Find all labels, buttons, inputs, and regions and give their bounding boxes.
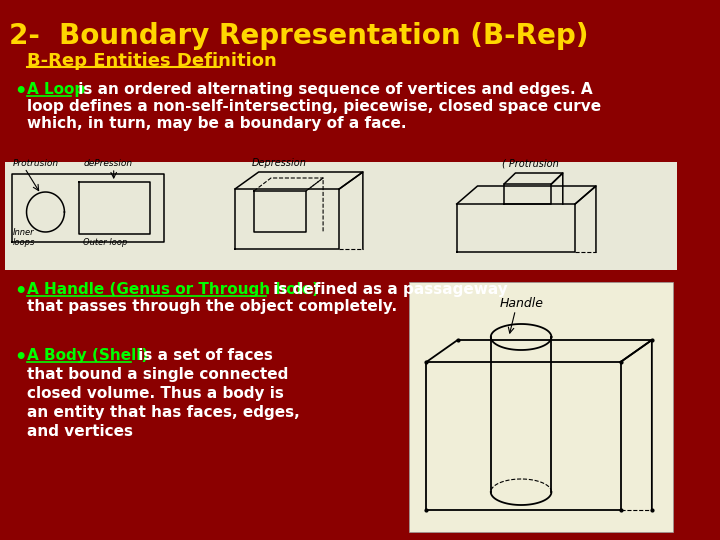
Text: and vertices: and vertices [27,424,132,439]
Text: A Body (Shell): A Body (Shell) [27,348,148,363]
Text: loop defines a non-self-intersecting, piecewise, closed space curve: loop defines a non-self-intersecting, pi… [27,99,600,114]
Text: ( Protrusion: ( Protrusion [502,158,559,168]
Text: A Handle (Genus or Through hole): A Handle (Genus or Through hole) [27,282,318,297]
Text: is defined as a passageway: is defined as a passageway [268,282,508,297]
Text: Outer loop: Outer loop [84,238,127,247]
Text: •: • [14,82,27,101]
Text: Depression: Depression [252,158,307,168]
Text: is a set of faces: is a set of faces [132,348,273,363]
Text: •: • [14,348,27,367]
Text: 2-  Boundary Representation (B-Rep): 2- Boundary Representation (B-Rep) [9,22,589,50]
Text: an entity that has faces, edges,: an entity that has faces, edges, [27,405,300,420]
Text: Handle: Handle [499,297,544,310]
Text: that bound a single connected: that bound a single connected [27,367,288,382]
Text: Protrusion: Protrusion [12,159,58,168]
FancyBboxPatch shape [409,282,672,532]
FancyBboxPatch shape [5,162,678,270]
Text: is an ordered alternating sequence of vertices and edges. A: is an ordered alternating sequence of ve… [73,82,593,97]
Text: closed volume. Thus a body is: closed volume. Thus a body is [27,386,284,401]
Text: A Loop: A Loop [27,82,85,97]
Text: which, in turn, may be a boundary of a face.: which, in turn, may be a boundary of a f… [27,116,406,131]
Text: dePression: dePression [84,159,132,168]
Text: that passes through the object completely.: that passes through the object completel… [27,299,397,314]
Text: Inner
loops: Inner loops [12,227,35,247]
Text: B-Rep Entities Definition: B-Rep Entities Definition [27,52,276,70]
Text: •: • [14,282,27,301]
